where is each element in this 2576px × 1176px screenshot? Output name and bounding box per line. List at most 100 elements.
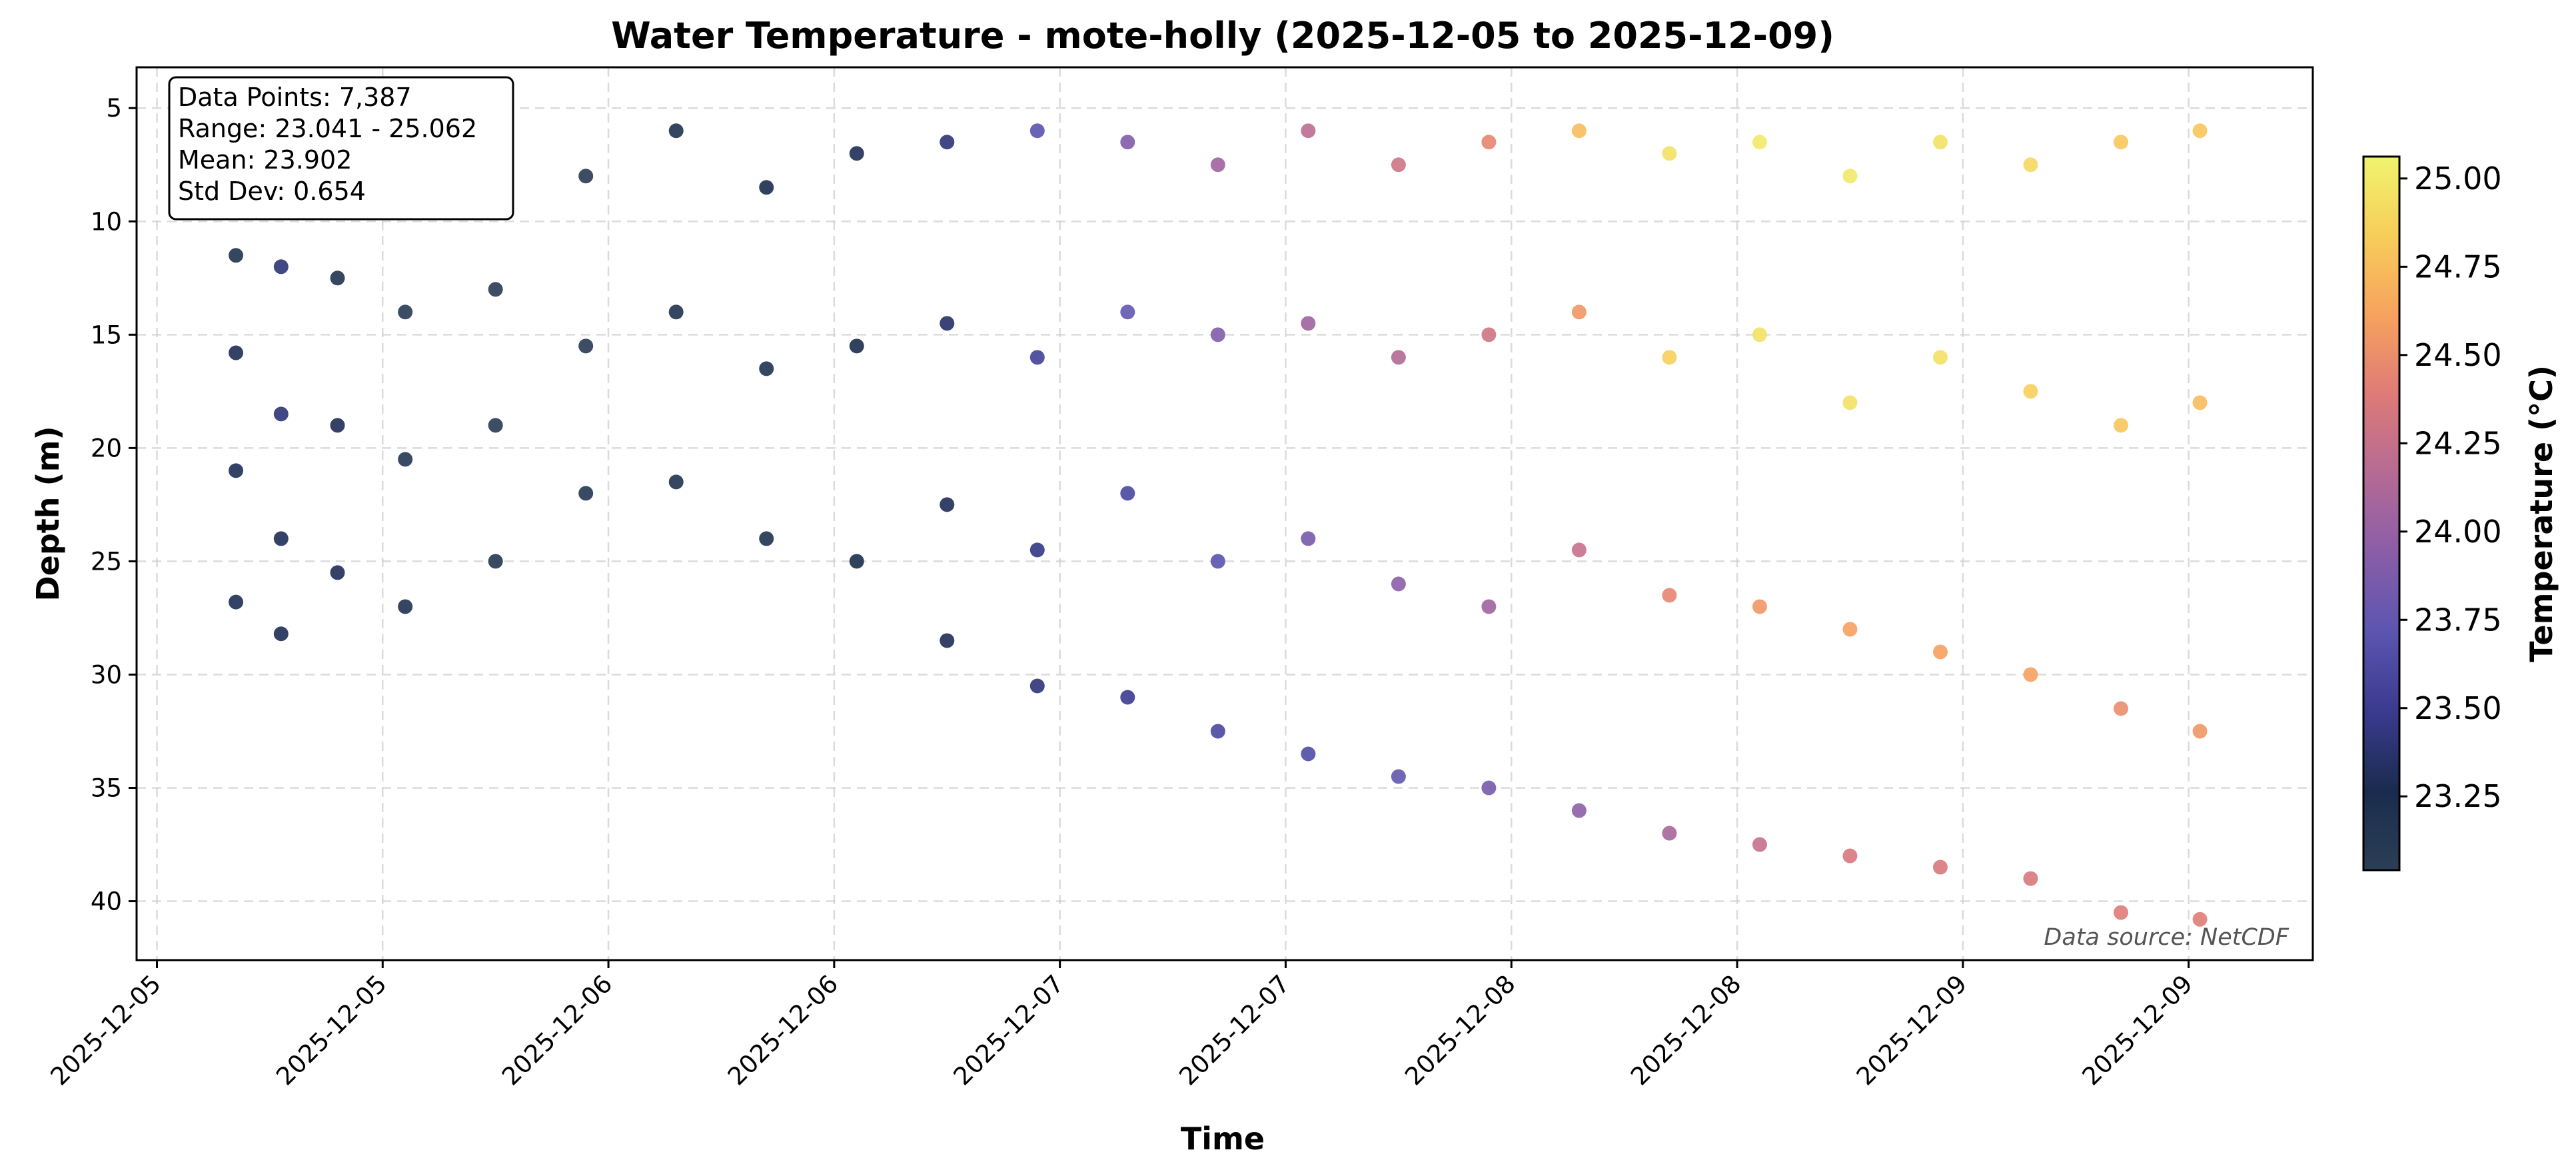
x-tick-label: 2025-12-07: [948, 969, 1069, 1091]
scatter-point: [1842, 622, 1858, 637]
scatter-point: [330, 565, 345, 580]
scatter-point: [2023, 157, 2038, 173]
scatter-point: [1301, 316, 1316, 331]
scatter-point: [1029, 542, 1045, 558]
scatter-point: [1210, 724, 1225, 739]
scatter-point: [1301, 746, 1316, 762]
stats-range: Range: 23.041 - 25.062: [178, 114, 477, 143]
colorbar-ticks: 23.25 23.50 23.75 24.00 24.25 24.50 24.75 25.00: [2399, 161, 2502, 814]
scatter-point: [849, 146, 864, 161]
y-axis-label: Depth (m): [30, 426, 66, 601]
data-source-note: Data source: NetCDF: [2044, 924, 2289, 951]
scatter-point: [1571, 123, 1587, 139]
stats-std-dev: Std Dev: 0.654: [178, 177, 366, 206]
colorbar-tick-label: 23.75: [2414, 602, 2502, 638]
colorbar-tick-label: 24.00: [2414, 514, 2502, 550]
scatter-point: [578, 486, 594, 501]
x-tick-label: 2025-12-05: [271, 969, 392, 1091]
colorbar: 23.25 23.50 23.75 24.00 24.25 24.50 24.75 25.00…: [2362, 155, 2559, 872]
scatter-point: [1210, 554, 1225, 569]
x-tick-label: 2025-12-06: [722, 969, 844, 1091]
scatter-point: [1571, 542, 1587, 558]
colorbar-tick-label: 23.25: [2414, 778, 2502, 814]
scatter-point: [1391, 157, 1406, 173]
scatter-point: [1210, 157, 1225, 173]
scatter-point: [1662, 146, 1677, 161]
scatter-point: [1752, 135, 1767, 150]
scatter-point: [229, 345, 244, 360]
stats-data-points: Data Points: 7,387: [178, 83, 412, 112]
scatter-point: [2114, 135, 2129, 150]
scatter-point: [1932, 644, 1948, 660]
scatter-point: [668, 474, 684, 490]
scatter-point: [1391, 350, 1406, 365]
x-tick-label: 2025-12-05: [45, 969, 166, 1091]
scatter-point: [398, 452, 413, 467]
y-axis-ticks: 5 10 15 20 25 30 35 40: [91, 94, 137, 916]
stats-box: Data Points: 7,387 Range: 23.041 - 25.06…: [168, 76, 514, 221]
scatter-point: [1391, 769, 1406, 784]
scatter-point: [273, 626, 289, 642]
scatter-point: [2192, 911, 2208, 927]
scatter-point: [1029, 678, 1045, 694]
scatter-point: [1120, 135, 1135, 150]
scatter-point: [2114, 701, 2129, 716]
scatter-point: [578, 169, 594, 184]
scatter-point: [2114, 418, 2129, 433]
scatter-point: [1120, 690, 1135, 705]
scatter-point: [1752, 327, 1767, 342]
colorbar-tick-label: 24.25: [2414, 425, 2502, 461]
scatter-point: [1301, 123, 1316, 139]
stats-mean: Mean: 23.902: [178, 145, 352, 175]
scatter-point: [578, 338, 594, 354]
scatter-point: [1842, 848, 1858, 864]
scatter-point: [940, 633, 955, 648]
scatter-point: [229, 248, 244, 263]
scatter-point: [1842, 395, 1858, 410]
scatter-point: [759, 531, 774, 546]
scatter-point: [940, 135, 955, 150]
scatter-point: [1120, 304, 1135, 320]
x-tick-label: 2025-12-08: [1625, 969, 1746, 1091]
scatter-point: [1752, 837, 1767, 852]
scatter-point: [229, 463, 244, 478]
scatter-point: [1301, 531, 1316, 546]
scatter-point: [1481, 135, 1497, 150]
y-tick-label: 10: [91, 207, 122, 236]
scatter-point: [1391, 576, 1406, 592]
scatter-point: [1662, 350, 1677, 365]
y-tick-label: 5: [106, 94, 122, 123]
scatter-point: [940, 497, 955, 512]
scatter-point: [1932, 135, 1948, 150]
scatter-point: [273, 531, 289, 546]
scatter-point: [1120, 486, 1135, 501]
colorbar-tick-label: 25.00: [2414, 161, 2502, 197]
plot-frame: [135, 66, 2314, 961]
scatter-point: [1932, 860, 1948, 875]
x-tick-label: 2025-12-09: [1851, 969, 1972, 1091]
scatter-point: [2023, 871, 2038, 886]
scatter-point: [2192, 724, 2208, 739]
scatter-point: [1481, 327, 1497, 342]
scatter-point: [1662, 588, 1677, 603]
scatter-point: [1571, 304, 1587, 320]
scatter-point: [940, 316, 955, 331]
y-tick-label: 30: [91, 660, 122, 689]
scatter-point: [759, 361, 774, 376]
scatter-point: [229, 594, 244, 610]
scatter-point: [2023, 667, 2038, 682]
y-tick-label: 40: [91, 887, 122, 916]
scatter-point: [1752, 599, 1767, 614]
scatter-point: [488, 418, 503, 433]
y-tick-label: 15: [91, 320, 122, 349]
scatter-point: [1481, 780, 1497, 796]
y-tick-label: 20: [91, 434, 122, 462]
scatter-point: [759, 180, 774, 195]
x-tick-label: 2025-12-07: [1173, 969, 1295, 1091]
scatter-point: [2192, 123, 2208, 139]
colorbar-tick-label: 23.50: [2414, 690, 2502, 726]
scatter-point: [273, 406, 289, 422]
scatter-point: [1029, 123, 1045, 139]
colorbar-label: Temperature (°C): [2523, 365, 2559, 662]
